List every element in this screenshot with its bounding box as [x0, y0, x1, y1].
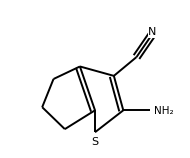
Text: S: S	[91, 137, 99, 147]
Text: N: N	[148, 27, 157, 37]
Text: S: S	[91, 137, 99, 147]
Text: N: N	[148, 27, 157, 37]
Text: NH₂: NH₂	[154, 106, 174, 116]
Text: NH₂: NH₂	[154, 106, 174, 116]
